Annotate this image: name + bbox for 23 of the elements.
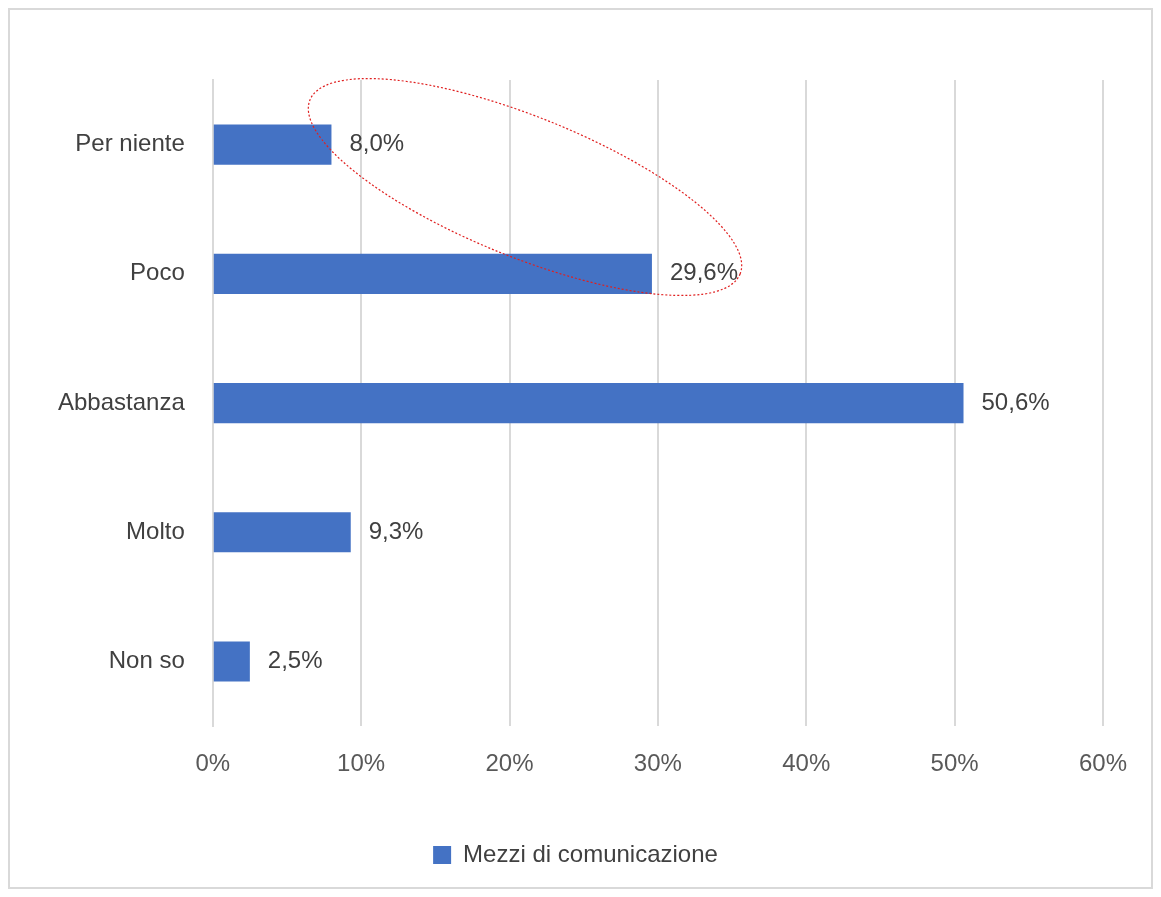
bar <box>213 253 652 294</box>
y-tick-label: Non so <box>108 646 185 674</box>
data-label: 2,5% <box>267 646 323 674</box>
bar <box>213 383 964 424</box>
x-tick-label: 20% <box>485 749 534 777</box>
data-label: 29,6% <box>669 258 738 286</box>
data-label: 9,3% <box>368 516 424 544</box>
y-tick-label: Molto <box>126 516 185 544</box>
data-label: 50,6% <box>981 387 1050 415</box>
y-tick-label: Poco <box>130 258 185 286</box>
data-label: 8,0% <box>349 129 405 157</box>
x-tick-label: 40% <box>782 749 831 777</box>
x-tick-label: 0% <box>195 749 231 777</box>
bar <box>213 641 250 682</box>
legend-label: Mezzi di comunicazione <box>463 839 718 867</box>
y-tick-label: Abbastanza <box>58 387 186 415</box>
bar <box>213 512 351 553</box>
y-tick-label: Per niente <box>75 129 185 157</box>
x-tick-label: 30% <box>633 749 682 777</box>
x-tick-label: 60% <box>1078 749 1128 777</box>
x-tick-label: 10% <box>337 749 386 777</box>
bar <box>213 124 332 165</box>
x-tick-label: 50% <box>930 749 979 777</box>
